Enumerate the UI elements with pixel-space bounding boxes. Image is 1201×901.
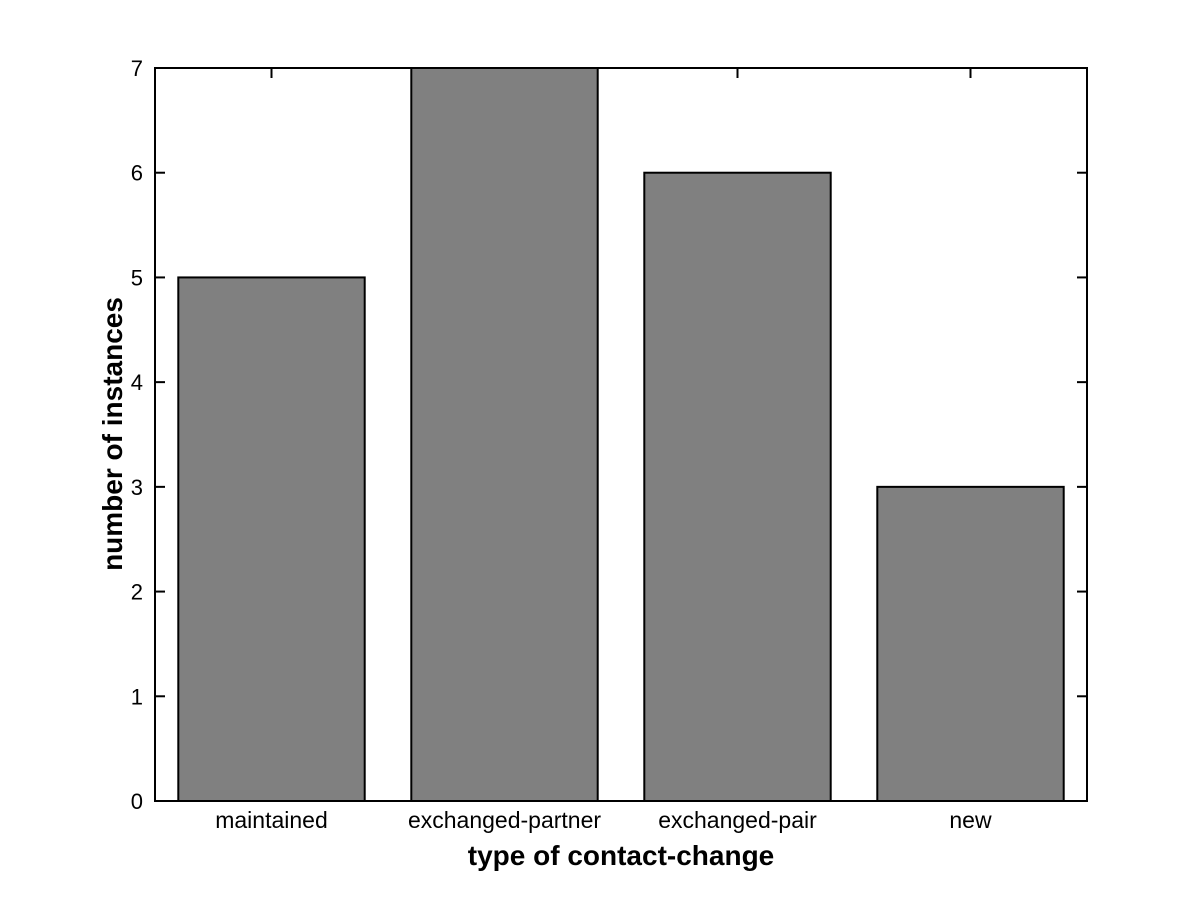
y-tick-label: 3: [131, 475, 143, 500]
y-axis-label: number of instances: [97, 297, 128, 571]
x-tick-label: exchanged-partner: [408, 807, 601, 833]
bar-exchanged-pair: [643, 171, 832, 802]
bar-new: [876, 485, 1065, 802]
bar-exchanged-partner: [410, 67, 599, 802]
y-tick-label: 1: [131, 684, 143, 709]
y-tick-label: 6: [131, 161, 143, 186]
bar-maintained: [177, 276, 366, 802]
x-axis-label: type of contact-change: [467, 840, 775, 871]
x-tick-label: new: [949, 807, 992, 833]
y-tick-label: 7: [131, 56, 143, 81]
axes-box: [154, 67, 1088, 802]
x-tick-label: maintained: [215, 807, 328, 833]
y-tick-label: 4: [131, 370, 143, 395]
y-tick-label: 2: [131, 580, 143, 605]
y-tick-label: 5: [131, 265, 143, 290]
x-tick-label: exchanged-pair: [658, 807, 817, 833]
y-tick-label: 0: [131, 789, 143, 814]
